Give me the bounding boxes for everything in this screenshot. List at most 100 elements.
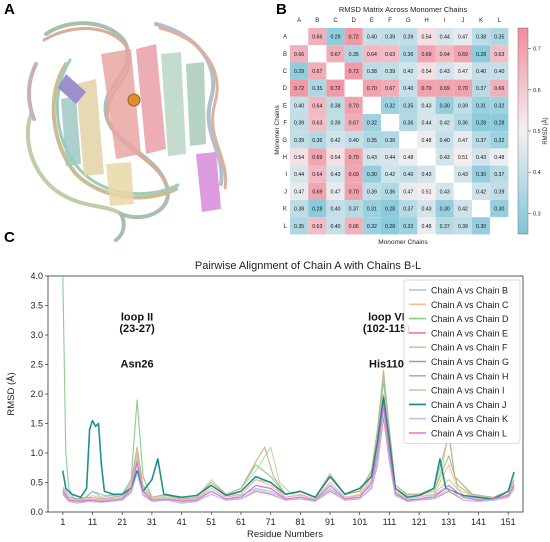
heatmap-cell-value: 0.63 <box>494 52 504 58</box>
heatmap-cell <box>290 165 309 183</box>
x-tick-label: 131 <box>441 517 456 527</box>
heatmap-col-label: B <box>315 18 319 24</box>
heatmap-cell <box>344 28 363 46</box>
heatmap-xlabel: Monomer Chains <box>378 239 428 246</box>
heatmap-cell-value: 0.48 <box>421 138 431 144</box>
heatmap-cell-value: 0.72 <box>294 86 304 92</box>
heatmap-cell <box>490 28 509 46</box>
heatmap-cell <box>472 200 491 218</box>
heatmap-cell-value: 0.39 <box>385 69 395 75</box>
heatmap-cell <box>399 114 418 132</box>
heatmap-col-label: G <box>406 18 411 24</box>
heatmap-cell-value: 0.48 <box>403 155 413 161</box>
heatmap-cell <box>344 200 363 218</box>
heatmap-cell-value: 0.35 <box>367 138 377 144</box>
heatmap-cell <box>308 62 327 80</box>
heatmap-cell-value: 0.43 <box>421 207 431 213</box>
heatmap-cell-value: 0.35 <box>312 86 322 92</box>
y-tick-label: 2.0 <box>30 389 43 399</box>
heatmap-cell <box>308 79 327 97</box>
x-tick-label: 111 <box>383 517 397 527</box>
heatmap-cell-value: 0.30 <box>440 207 450 213</box>
series-line <box>62 411 515 504</box>
heatmap-cell <box>417 28 436 46</box>
heatmap-col-label: F <box>388 18 392 24</box>
heatmap-cell <box>362 165 381 183</box>
heatmap-cell <box>290 79 309 97</box>
heatmap-cell <box>326 131 345 149</box>
heatmap-cell <box>381 131 400 149</box>
heatmap-cell-value: 0.44 <box>385 155 395 161</box>
legend-entry: Chain A vs Chain F <box>431 343 508 353</box>
heatmap-cell <box>472 165 491 183</box>
heatmap-cell-value: 0.47 <box>330 189 340 195</box>
heatmap-row-label: J <box>284 189 287 195</box>
heatmap-cell <box>362 96 381 114</box>
x-tick-label: 1 <box>60 517 65 527</box>
heatmap-cell-value: 0.29 <box>294 69 304 75</box>
heatmap-cell <box>308 114 327 132</box>
heatmap-cell-value: 0.40 <box>494 69 504 75</box>
heatmap-cell-value: 0.28 <box>476 121 486 127</box>
heatmap-cell-value: 0.43 <box>476 155 486 161</box>
legend-entry: Chain A vs Chain D <box>431 314 509 324</box>
heatmap-cell-value: 0.37 <box>403 207 413 213</box>
heatmap-cell-value: 0.47 <box>294 189 304 195</box>
heatmap-cell-value: 0.48 <box>494 155 504 161</box>
heatmap-cell-value: 0.40 <box>476 69 486 75</box>
heatmap-cell-value: 0.63 <box>312 121 322 127</box>
heatmap-cell-value: 0.36 <box>458 121 468 127</box>
x-tick-label: 51 <box>206 517 216 527</box>
heatmap-cell-value: 0.44 <box>421 121 431 127</box>
heatmap-cell <box>472 28 491 46</box>
heatmap-cell-value: 0.39 <box>494 189 504 195</box>
heatmap-cell-value: 0.69 <box>312 155 322 161</box>
heatmap-cell <box>472 114 491 132</box>
heatmap-cell <box>290 131 309 149</box>
heatmap-cell <box>326 79 345 97</box>
heatmap-cell <box>435 148 454 166</box>
heatmap-ylabel: Monomer Chains <box>274 105 281 155</box>
heatmap-cell-value: 0.72 <box>330 86 340 92</box>
heatmap-cell <box>490 45 509 63</box>
heatmap-cell-value: 0.48 <box>421 224 431 230</box>
heatmap-cell <box>399 96 418 114</box>
x-tick-label: 21 <box>117 517 127 527</box>
heatmap-cell <box>490 182 509 200</box>
rmsd-heatmap: RMSD Matrix Across Monomer Chains 0.66 0.… <box>274 5 549 246</box>
heatmap-cell-value: 0.69 <box>312 189 322 195</box>
colorbar-label: RMSD (Å) <box>542 117 549 144</box>
heatmap-cell <box>326 200 345 218</box>
heatmap-cell <box>362 45 381 63</box>
heatmap-cell-value: 0.39 <box>294 138 304 144</box>
heatmap-cell <box>435 45 454 63</box>
heatmap-cell-value: 0.28 <box>494 121 504 127</box>
legend-entry: Chain A vs Chain I <box>431 386 505 396</box>
legend-box <box>403 279 521 444</box>
heatmap-cell <box>308 131 327 149</box>
heatmap-cell-value: 0.70 <box>458 86 468 92</box>
heatmap-cell <box>381 45 400 63</box>
heatmap-row-label: C <box>283 69 288 75</box>
heatmap-cell <box>362 217 381 235</box>
heatmap-cell <box>308 45 327 63</box>
heatmap-col-label: H <box>424 18 428 24</box>
heatmap-row-label: I <box>285 172 287 178</box>
heatmap-cell-value: 0.64 <box>312 103 322 109</box>
heatmap-cell <box>290 217 309 235</box>
heatmap-cell <box>290 45 309 63</box>
heatmap-cell-value: 0.66 <box>349 224 359 230</box>
heatmap-row-label: F <box>283 121 287 127</box>
heatmap-cell-value: 0.30 <box>367 172 377 178</box>
heatmap-cell-value: 0.43 <box>440 69 450 75</box>
heatmap-cell-value: 0.47 <box>403 189 413 195</box>
heatmap-cell <box>417 96 436 114</box>
heatmap-cell <box>326 182 345 200</box>
heatmap-cell <box>472 62 491 80</box>
y-tick-label: 2.5 <box>30 360 43 370</box>
heatmap-cell-value: 0.64 <box>312 172 322 178</box>
heatmap-cell-value: 0.42 <box>440 121 450 127</box>
annotation-label: His110 <box>369 358 404 370</box>
heatmap-cell-value: 0.39 <box>403 35 413 41</box>
x-tick-label: 141 <box>471 517 486 527</box>
